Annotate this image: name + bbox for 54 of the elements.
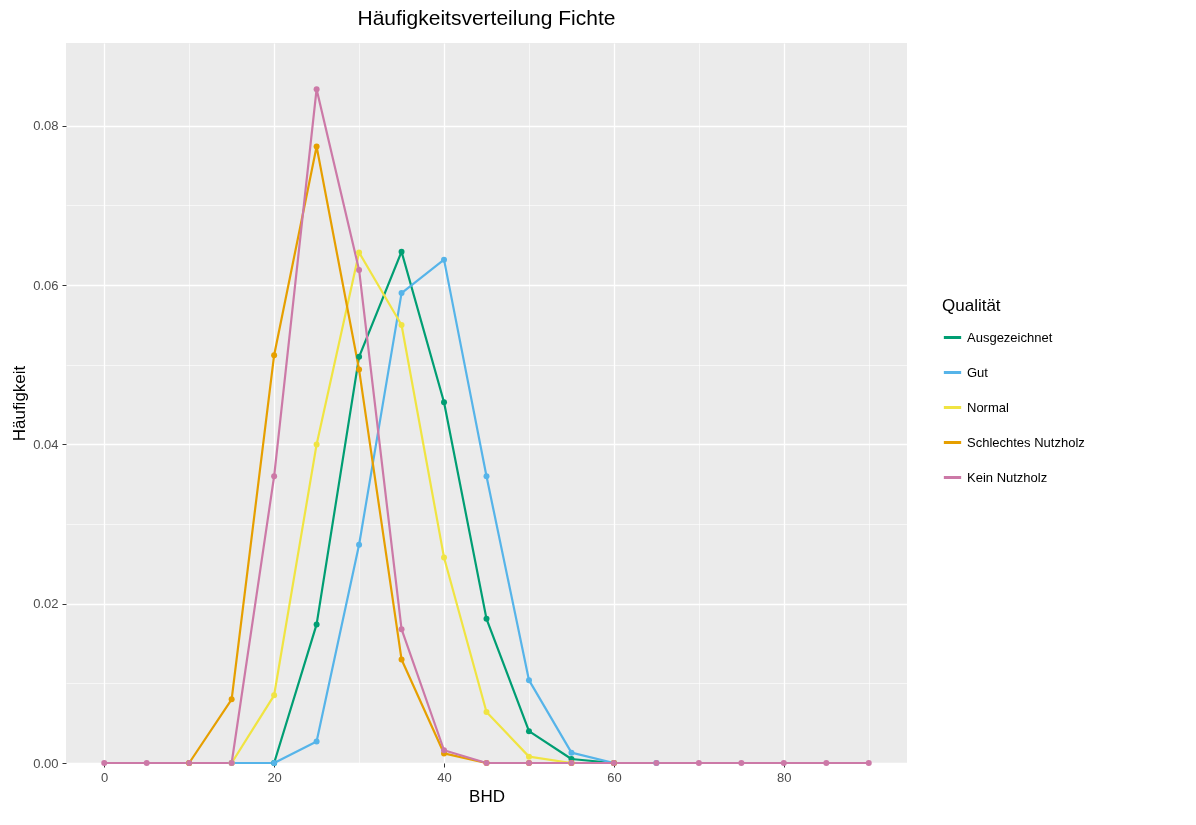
x-axis-title: BHD	[469, 786, 505, 806]
point	[398, 656, 405, 663]
point	[398, 626, 405, 633]
point	[525, 728, 532, 735]
y-axis-title: Häufigkeit	[10, 365, 30, 442]
legend-title: Qualität	[942, 296, 1001, 315]
point	[356, 366, 363, 373]
point	[441, 554, 448, 561]
legend-label: Normal	[967, 399, 1010, 415]
x-tick-label: 80	[777, 769, 792, 785]
point	[823, 760, 830, 766]
point	[865, 760, 872, 766]
y-tick-label: 0.06	[33, 277, 59, 293]
legend-label: Kein Nutzholz	[967, 469, 1048, 485]
y-tick-label: 0.04	[33, 436, 59, 452]
x-tick-label: 40	[437, 769, 452, 785]
point	[441, 256, 448, 263]
point	[313, 621, 320, 628]
point	[228, 696, 235, 703]
point	[271, 352, 278, 359]
point	[143, 760, 150, 766]
point	[398, 290, 405, 297]
point	[356, 541, 363, 548]
point	[483, 473, 490, 480]
legend-label: Ausgezeichnet	[967, 329, 1053, 345]
y-tick-label: 0.08	[33, 118, 59, 134]
x-tick-label: 60	[607, 769, 622, 785]
point	[271, 692, 278, 699]
point	[313, 86, 320, 93]
point	[780, 760, 787, 766]
point	[738, 760, 745, 766]
point	[398, 321, 405, 328]
point	[356, 267, 363, 273]
point	[313, 143, 320, 150]
point	[695, 760, 702, 766]
legend-label: Schlechtes Nutzholz	[967, 434, 1085, 450]
point	[483, 615, 490, 622]
chart-title: Häufigkeitsverteilung Fichte	[357, 6, 616, 29]
point	[356, 249, 363, 256]
x-tick-label: 0	[101, 769, 109, 785]
point	[398, 248, 405, 255]
legend-label: Gut	[967, 364, 989, 380]
point	[441, 399, 448, 406]
y-tick-label: 0.02	[33, 596, 59, 612]
point	[313, 441, 320, 448]
point	[313, 738, 320, 745]
point	[271, 473, 278, 480]
point	[483, 709, 490, 716]
x-tick-label: 20	[267, 769, 282, 785]
y-tick-label: 0.00	[33, 755, 59, 771]
point	[356, 353, 363, 360]
point	[525, 677, 532, 684]
point	[568, 749, 575, 756]
point	[525, 753, 532, 760]
